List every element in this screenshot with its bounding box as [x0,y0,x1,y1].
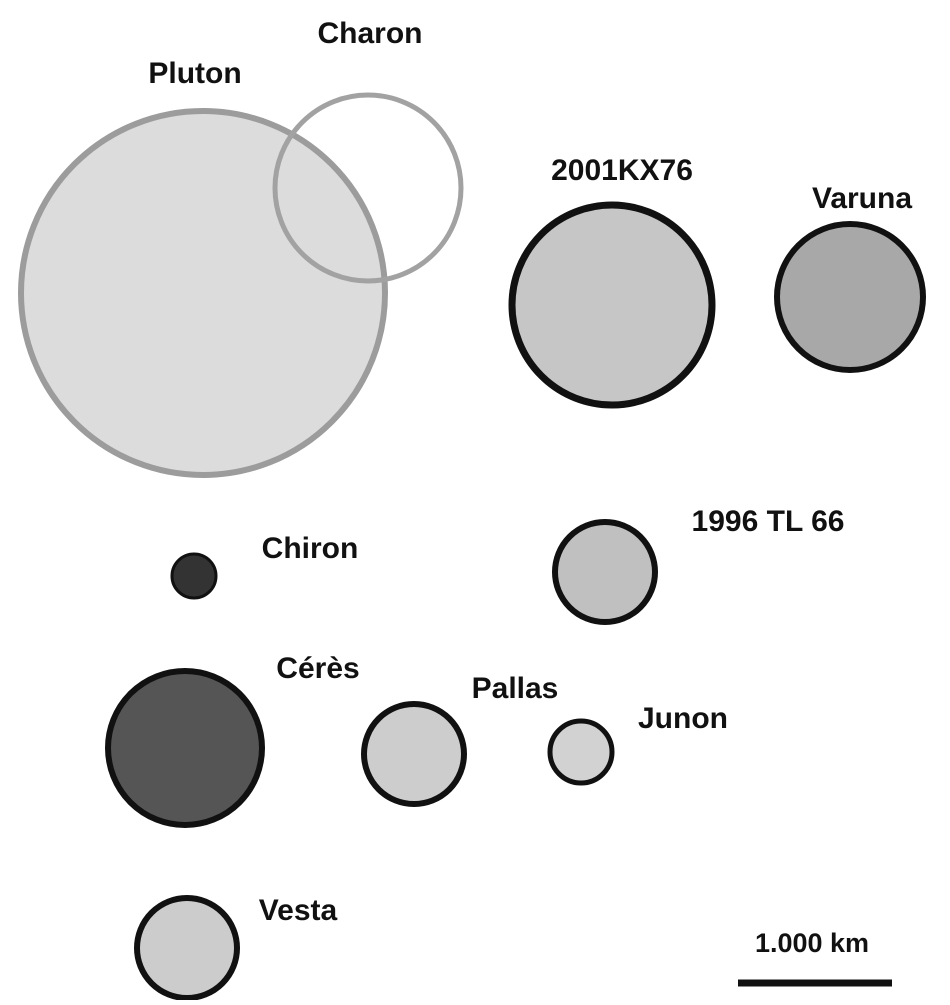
body-label: 2001KX76 [551,154,693,187]
body-vesta [134,895,240,1001]
body-label: Chiron [262,532,359,565]
body-charon [272,92,464,284]
body-label: Vesta [259,894,338,927]
body-label: Junon [638,702,728,735]
body-junon [547,718,615,786]
body-label: Cérès [276,652,359,685]
body-label: Pallas [472,672,559,705]
body-label: 1996 TL 66 [692,505,845,538]
body-pluton [18,108,388,478]
body-chiron [170,552,218,600]
scale-label: 1.000 km [755,928,869,958]
body-varuna [774,221,926,373]
body-label: Varuna [812,182,912,215]
body-2001kx76 [508,201,716,409]
body-label: Charon [318,17,423,50]
body-label: Pluton [148,57,241,90]
body-pallas [361,701,467,807]
body-1996tl66 [552,519,658,625]
body-ceres [105,668,265,828]
